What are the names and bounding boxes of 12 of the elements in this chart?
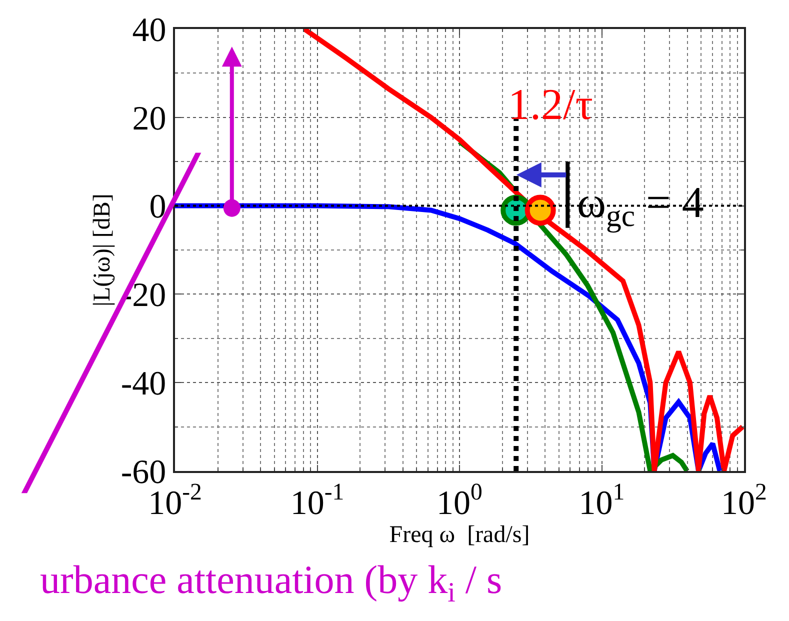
y-tick-label: 0 xyxy=(149,188,166,226)
text: urbance attenuation (by k$_{i}$ / s xyxy=(40,557,502,608)
y-tick-label: 40 xyxy=(132,12,166,49)
annotation: 1.2/τ xyxy=(508,80,593,129)
x-tick-label: 10$^{0}$ xyxy=(436,480,482,522)
y-axis-title: |L(jω)| [dB] xyxy=(89,194,116,306)
y-tick-label: 20 xyxy=(132,100,166,138)
x-tick-label: 10$^{1}$ xyxy=(578,480,625,522)
x-tick-label: 10$^{-1}$ xyxy=(290,480,344,522)
y-tick-label: -40 xyxy=(120,366,166,402)
x-axis-title: Freq ω [rad/s] xyxy=(389,522,530,548)
x-tick-label: 10$^{2}$ xyxy=(721,480,767,522)
